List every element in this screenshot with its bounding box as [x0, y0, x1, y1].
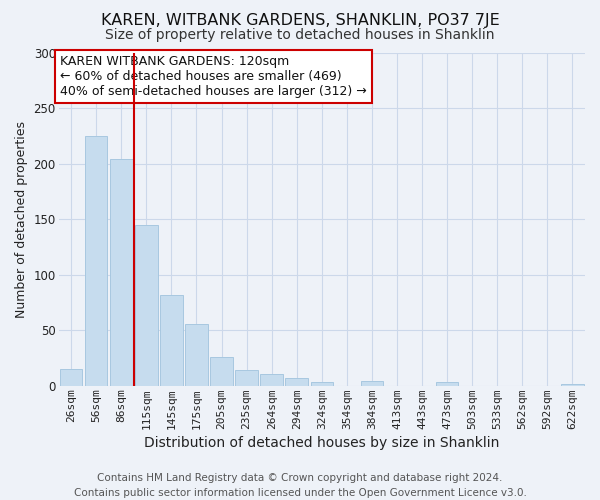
Bar: [110, 159, 133, 386]
Bar: [311, 382, 333, 386]
Text: Contains HM Land Registry data © Crown copyright and database right 2024.
Contai: Contains HM Land Registry data © Crown c…: [74, 472, 526, 498]
Text: Size of property relative to detached houses in Shanklin: Size of property relative to detached ho…: [105, 28, 495, 42]
Bar: [160, 294, 182, 386]
Bar: [361, 382, 383, 386]
Bar: [561, 384, 584, 386]
X-axis label: Distribution of detached houses by size in Shanklin: Distribution of detached houses by size …: [144, 436, 499, 450]
Bar: [235, 370, 258, 386]
Bar: [436, 382, 458, 386]
Bar: [185, 324, 208, 386]
Text: KAREN WITBANK GARDENS: 120sqm
← 60% of detached houses are smaller (469)
40% of : KAREN WITBANK GARDENS: 120sqm ← 60% of d…: [60, 54, 367, 98]
Bar: [210, 357, 233, 386]
Bar: [260, 374, 283, 386]
Bar: [135, 224, 158, 386]
Bar: [85, 136, 107, 386]
Y-axis label: Number of detached properties: Number of detached properties: [15, 120, 28, 318]
Bar: [60, 369, 82, 386]
Text: KAREN, WITBANK GARDENS, SHANKLIN, PO37 7JE: KAREN, WITBANK GARDENS, SHANKLIN, PO37 7…: [101, 12, 499, 28]
Bar: [286, 378, 308, 386]
